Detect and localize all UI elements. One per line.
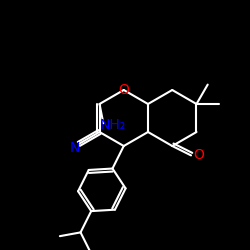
Text: NH₂: NH₂ <box>99 118 126 132</box>
Text: N: N <box>70 141 80 155</box>
Text: O: O <box>118 83 129 97</box>
Text: O: O <box>194 148 204 162</box>
